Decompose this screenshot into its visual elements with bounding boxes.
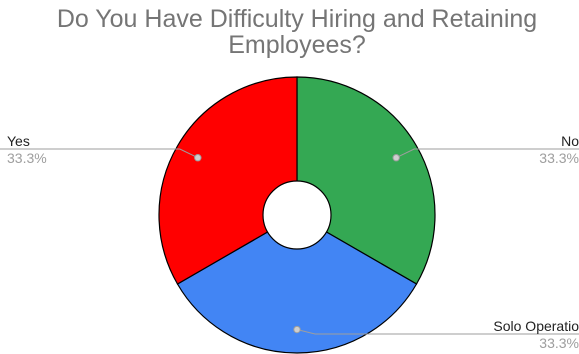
leader-dot-no [392,154,400,162]
chart-title: Do You Have Difficulty Hiring and Retain… [0,6,579,58]
chart-title-line-2: Employees? [228,31,366,59]
leader-line-solo-operatio [296,329,579,335]
donut-hole [262,180,332,250]
pie-slice-yes [158,76,298,285]
slice-label-no: No [561,133,579,149]
pie-slice-no [296,76,436,285]
slice-label-solo-operatio: Solo Operatio [493,318,579,334]
leader-line-no [395,148,579,159]
chart-title-line-1: Do You Have Difficulty Hiring and Retain… [56,5,538,33]
slice-percent-no: 33.3% [539,150,579,166]
slice-percent-solo-operatio: 33.3% [539,335,579,351]
slice-percent-yes: 33.3% [7,150,47,166]
leader-dot-solo-operatio [293,325,301,334]
leader-line-yes [0,148,199,159]
slice-label-yes: Yes [7,133,30,149]
leader-dot-yes [194,154,202,162]
